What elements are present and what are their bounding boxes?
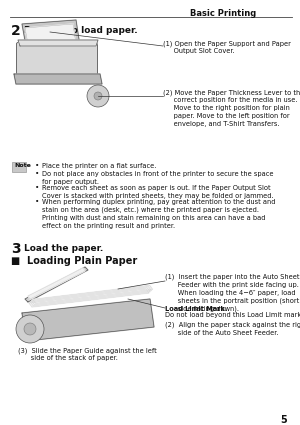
Text: Basic Printing: Basic Printing — [190, 9, 256, 18]
Polygon shape — [22, 299, 154, 341]
Text: When performing duplex printing, pay great attention to the dust and
stain on th: When performing duplex printing, pay gre… — [42, 199, 275, 229]
Text: •: • — [35, 171, 39, 177]
Polygon shape — [30, 288, 150, 306]
Text: (2)  Align the paper stack against the right
      side of the Auto Sheet Feeder: (2) Align the paper stack against the ri… — [165, 322, 300, 336]
Polygon shape — [33, 286, 153, 303]
Text: •: • — [35, 199, 39, 205]
Text: 3: 3 — [11, 242, 21, 256]
Circle shape — [87, 85, 109, 107]
Text: Remove each sheet as soon as paper is out. If the Paper Output Slot
Cover is sta: Remove each sheet as soon as paper is ou… — [42, 185, 274, 198]
Text: Note: Note — [14, 163, 31, 168]
Text: Load the paper.: Load the paper. — [24, 244, 103, 253]
Text: Prepare to load paper.: Prepare to load paper. — [24, 26, 138, 35]
Text: (3)  Slide the Paper Guide against the left
      side of the stack of paper.: (3) Slide the Paper Guide against the le… — [18, 347, 157, 361]
Polygon shape — [29, 289, 149, 307]
Text: ■  Loading Plain Paper: ■ Loading Plain Paper — [11, 256, 137, 266]
Text: Place the printer on a flat surface.: Place the printer on a flat surface. — [42, 163, 156, 169]
Text: •: • — [35, 163, 39, 169]
Text: (1)  Insert the paper into the Auto Sheet
      Feeder with the print side facin: (1) Insert the paper into the Auto Sheet… — [165, 274, 299, 312]
Text: Do not load beyond this Load Limit mark.: Do not load beyond this Load Limit mark. — [165, 312, 300, 318]
Polygon shape — [22, 20, 80, 46]
Text: (1) Open the Paper Support and Paper
     Output Slot Cover.: (1) Open the Paper Support and Paper Out… — [163, 40, 291, 54]
Circle shape — [94, 92, 102, 100]
Text: 2: 2 — [11, 24, 21, 38]
Polygon shape — [25, 267, 88, 302]
Text: •: • — [35, 185, 39, 191]
Circle shape — [16, 315, 44, 343]
Polygon shape — [14, 74, 102, 84]
Circle shape — [24, 323, 36, 335]
Text: 5: 5 — [280, 415, 287, 425]
Text: Load Limit Mark.: Load Limit Mark. — [165, 306, 227, 312]
Bar — [12, 162, 26, 172]
Text: Do not place any obstacles in front of the printer to secure the space
for paper: Do not place any obstacles in front of t… — [42, 171, 274, 184]
FancyBboxPatch shape — [16, 42, 98, 76]
Polygon shape — [18, 40, 98, 46]
Polygon shape — [28, 268, 85, 299]
Text: (2) Move the Paper Thickness Lever to the
     correct position for the media in: (2) Move the Paper Thickness Lever to th… — [163, 89, 300, 127]
Polygon shape — [32, 286, 152, 305]
Polygon shape — [25, 24, 76, 44]
